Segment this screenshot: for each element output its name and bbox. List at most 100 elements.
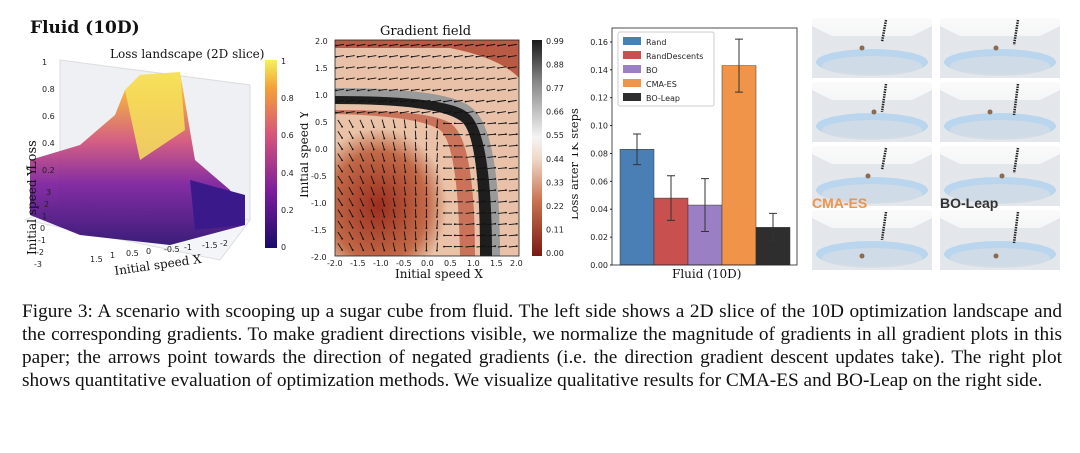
arrow-head [362,182,365,184]
arrow-head [432,67,435,69]
gradient-arrow [400,66,409,69]
arrow-head [436,204,438,207]
arrow-head [378,100,381,103]
gradient-arrow [392,164,396,173]
gradient-arrow [497,88,507,91]
cbar2-tick: 0.66 [546,108,564,117]
gradient-arrow [465,43,474,47]
arrow-head [494,133,497,136]
gradient-arrow [443,88,453,91]
gradient-arrow [454,55,463,58]
arrow-head [464,111,467,114]
gradient-arrow [414,208,417,218]
arrow-head [389,55,391,58]
gradient-arrow [465,245,474,248]
arrow-head [341,193,344,195]
gradient-arrow [414,197,417,206]
gradient-arrow [346,99,355,103]
arrow-head [404,148,407,151]
gradient-arrow [359,197,364,206]
arrow-head [505,122,507,124]
arrow-head [483,189,486,192]
arrow-head [472,234,475,236]
arrow-head [475,89,478,92]
gradient-arrow [337,220,343,228]
arrow-head [378,89,381,92]
arrow-head [497,67,499,69]
gradient-arrow [508,167,517,170]
error-bar [633,133,641,166]
arrow-head [453,212,456,214]
arrow-head [404,204,407,207]
arrow-head [453,111,456,114]
arrow-head [425,126,428,129]
gradient-arrow [381,153,385,161]
arrow-head [414,193,417,196]
gradient-arrow [487,66,496,69]
legend-swatch [623,79,641,87]
gradient-arrow [476,99,485,103]
gradient-arrow [392,242,396,251]
gradient-arrow [465,223,474,226]
gradient-arrow [403,186,406,195]
arrow-head [383,193,386,196]
arrow-head [389,100,391,103]
arrow-head [515,200,518,203]
arrow-head [443,167,445,170]
sim-frame [940,210,1060,270]
gradient-arrow [487,223,496,226]
arrow-head [505,178,507,180]
gradient-arrow [476,133,485,136]
arrow-head [367,55,370,58]
gradient-arrow [403,231,406,240]
cbar2-tick: 0.55 [546,131,564,140]
arrow-head [515,234,518,236]
gradient-arrow [381,119,385,128]
gf-x-tick: 1.5 [490,259,503,268]
arrow-head [453,167,456,170]
arrow-head [421,100,424,103]
gradient-arrow [370,242,375,251]
arrow-head [341,237,344,240]
gradient-arrow [443,77,453,80]
sim-frame [812,146,932,206]
arrow-head [351,148,354,151]
gradient-arrow [368,66,377,69]
gradient-arrow [487,212,496,214]
arrow-head [393,216,396,218]
gradient-arrow [370,141,375,150]
arrow-head [335,100,337,103]
gradient-arrow [403,141,406,150]
gradient-arrow [400,99,409,103]
figure-caption: Figure 3: A scenario with scooping up a … [22,301,1062,391]
arrow-head [393,182,396,185]
arrow-head [393,126,396,129]
arrow-head [443,212,445,214]
arrow-head [505,189,507,192]
arrow-head [453,55,456,58]
arrow-head [414,171,417,174]
gradient-arrow [348,220,354,228]
arrow-head [362,215,365,218]
arrow-head [497,89,499,92]
bar-chart: 0.00 0.02 0.04 0.06 0.08 0.10 0.12 0.14 0.16 Los… [572,27,798,281]
arrow-head [443,133,445,136]
arrow-head [464,67,467,69]
arrow-head [372,215,375,218]
legend-swatch [623,51,641,59]
arrow-head [372,238,375,241]
gradient-arrow [414,231,417,240]
arrow-head [335,78,337,81]
arrow-head [507,111,510,114]
gradient-arrow [370,164,375,173]
z-axis-label: Loss [25,140,40,170]
gradient-arrow [359,153,364,161]
arrow-head [356,89,359,92]
panel1-title: Fluid (10D) [30,18,140,38]
gradient-arrow [465,66,474,69]
gradient-arrow [337,242,343,251]
gradient-arrow [476,122,485,125]
gradient-arrow [359,242,364,251]
arrow-head [421,55,424,58]
gradient-arrow [487,245,496,248]
